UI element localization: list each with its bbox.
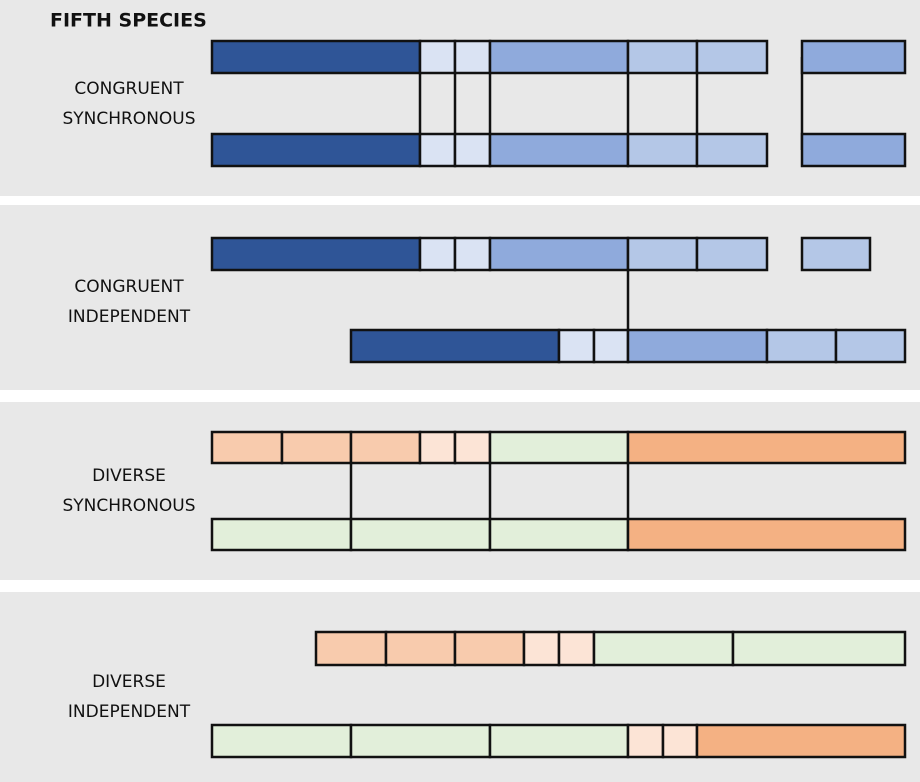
block <box>280 430 353 465</box>
block <box>695 723 907 759</box>
block <box>626 430 907 465</box>
block <box>418 39 457 75</box>
panel <box>0 402 920 580</box>
block <box>210 39 422 75</box>
block <box>210 430 284 465</box>
block <box>488 236 630 272</box>
block <box>626 132 699 168</box>
block <box>488 430 630 465</box>
section-label: INDEPENDENT <box>68 702 191 722</box>
block <box>314 630 388 667</box>
block <box>210 132 422 168</box>
block <box>453 630 526 667</box>
block <box>695 236 769 272</box>
title: FIFTH SPECIES <box>50 10 207 32</box>
block <box>800 132 907 168</box>
section-label: INDEPENDENT <box>68 307 191 327</box>
block <box>626 39 699 75</box>
block <box>349 723 492 759</box>
block <box>453 430 492 465</box>
block <box>834 328 907 364</box>
block <box>488 39 630 75</box>
block <box>418 236 457 272</box>
block <box>453 39 492 75</box>
block <box>210 517 353 552</box>
block <box>453 132 492 168</box>
block <box>592 630 735 667</box>
section-label: SYNCHRONOUS <box>62 109 195 129</box>
block <box>626 328 769 364</box>
section-label: CONGRUENT <box>74 79 184 99</box>
block <box>522 630 561 667</box>
block <box>626 517 907 552</box>
blocks <box>210 39 907 759</box>
block <box>557 630 596 667</box>
block <box>695 39 769 75</box>
block <box>453 236 492 272</box>
block <box>349 430 422 465</box>
section-label: SYNCHRONOUS <box>62 496 195 516</box>
block <box>800 39 907 75</box>
block <box>592 328 630 364</box>
section-label: DIVERSE <box>92 672 166 692</box>
section-label: DIVERSE <box>92 466 166 486</box>
block <box>418 132 457 168</box>
block <box>626 723 665 759</box>
block <box>210 723 353 759</box>
block <box>731 630 907 667</box>
block <box>488 723 630 759</box>
section-label: CONGRUENT <box>74 277 184 297</box>
block <box>626 236 699 272</box>
block <box>349 328 561 364</box>
block <box>210 236 422 272</box>
block <box>384 630 457 667</box>
block <box>800 236 872 272</box>
block <box>488 132 630 168</box>
block <box>765 328 838 364</box>
block <box>661 723 699 759</box>
block <box>695 132 769 168</box>
block <box>488 517 630 552</box>
block <box>349 517 492 552</box>
block <box>418 430 457 465</box>
block <box>557 328 596 364</box>
